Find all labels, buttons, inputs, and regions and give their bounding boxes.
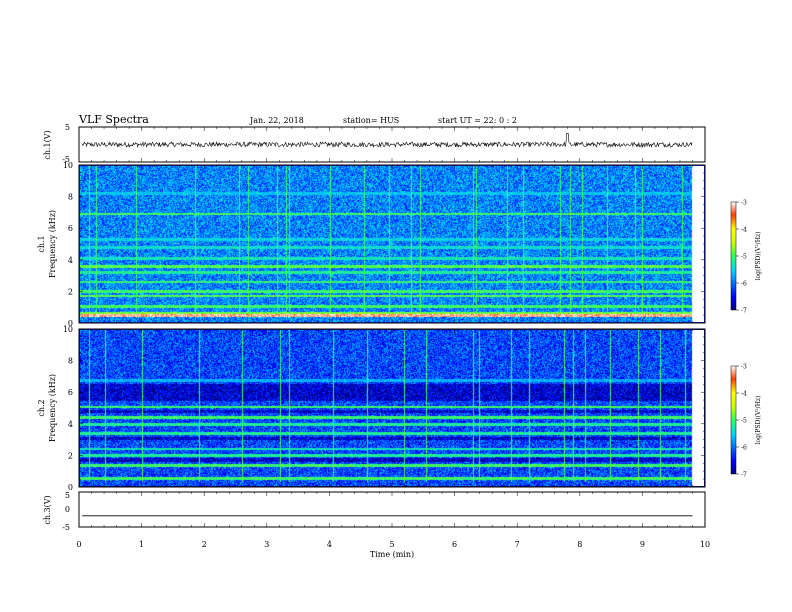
ch3-ytick-bottom: -5 <box>62 523 70 532</box>
ch1-waveform-trace <box>81 133 693 148</box>
colorbar-tick-label: -3 <box>741 200 747 207</box>
freq-tick-label: 6 <box>68 224 73 233</box>
ch1-freq-tick-labels: 0 2 4 6 8 10 <box>63 161 73 328</box>
ch1-colorbar-label: log(PSD)(V²/Hz) <box>755 232 762 281</box>
freq-tick-label: 0 <box>68 483 73 492</box>
time-tick-label: 0 <box>76 540 81 549</box>
ch1-waveform-ticks <box>78 127 706 162</box>
station-label: station= HUS <box>343 116 399 125</box>
ch1-spectrogram-ylabel-freq: Frequency (kHz) <box>48 210 57 278</box>
ch3-ytick-top: 5 <box>65 491 70 500</box>
ch1-waveform-ylabel: ch.1(V) <box>43 130 52 159</box>
ch1-spectrogram-ticks <box>78 164 706 324</box>
freq-tick-label: 0 <box>68 319 73 328</box>
freq-tick-label: 4 <box>68 420 73 429</box>
time-tick-label: 4 <box>327 540 332 549</box>
time-tick-label: 10 <box>700 540 710 549</box>
ch2-freq-tick-labels: 0 2 4 6 8 10 <box>63 325 73 492</box>
ch2-spectrogram-ylabel-freq: Frequency (kHz) <box>48 374 57 442</box>
time-tick-label: 6 <box>452 540 457 549</box>
start-time-label: start UT = 22: 0 : 2 <box>438 116 517 125</box>
colorbar-tick-label: -3 <box>741 364 747 371</box>
time-tick-label: 2 <box>202 540 207 549</box>
time-tick-label: 9 <box>640 540 645 549</box>
freq-tick-label: 10 <box>63 161 73 170</box>
ch2-colorbar: -3 -4 -5 -6 -7 log(PSD)(V²/Hz) <box>730 364 762 479</box>
ch2-spectrogram-ticks <box>78 328 706 488</box>
ch1-colorbar: -3 -4 -5 -6 -7 log(PSD)(V²/Hz) <box>730 200 762 315</box>
ch1-colorbar-ticks: -3 -4 -5 -6 -7 <box>736 200 747 315</box>
freq-tick-label: 8 <box>68 193 73 202</box>
colorbar-tick-label: -7 <box>741 308 747 315</box>
colorbar-tick-label: -5 <box>741 418 747 425</box>
ch3-ytick-mid: 0 <box>65 505 70 514</box>
ch3-waveform-ticks <box>78 492 706 527</box>
ch1-colorbar-gradient <box>730 201 737 311</box>
time-tick-label: 5 <box>389 540 394 549</box>
freq-tick-label: 2 <box>68 451 73 460</box>
ch2-colorbar-gradient <box>730 365 737 475</box>
colorbar-tick-label: -4 <box>741 391 747 398</box>
colorbar-tick-label: -6 <box>741 281 747 288</box>
ch3-waveform-ylabel: ch.3(V) <box>43 495 52 524</box>
figure-title: VLF Spectra <box>78 113 149 126</box>
freq-tick-label: 2 <box>68 287 73 296</box>
freq-tick-label: 4 <box>68 256 73 265</box>
ch2-spectrogram-panel: 0 2 4 6 8 10 ch.2 Frequency (kHz) <box>37 325 706 492</box>
colorbar-tick-label: -7 <box>741 472 747 479</box>
ch2-spectrogram-image <box>80 330 704 486</box>
ch3-waveform-panel: 5 0 -5 ch.3(V) 0 1 2 3 4 5 6 7 8 9 10 Time (min) <box>43 491 710 559</box>
ch1-ytick-top: 5 <box>65 123 70 132</box>
colorbar-tick-label: -4 <box>741 227 747 234</box>
time-tick-label: 1 <box>139 540 144 549</box>
ch2-colorbar-ticks: -3 -4 -5 -6 -7 <box>736 364 747 479</box>
time-tick-label: 3 <box>264 540 269 549</box>
freq-tick-label: 10 <box>63 325 73 334</box>
colorbar-tick-label: -6 <box>741 445 747 452</box>
time-tick-label: 7 <box>515 540 520 549</box>
ch1-waveform-panel: 5 -5 ch.1(V) <box>43 123 706 164</box>
ch1-spectrogram-panel: 0 2 4 6 8 10 ch.1 Frequency (kHz) <box>37 161 706 328</box>
ch1-spectrogram-image <box>80 166 704 322</box>
freq-tick-label: 8 <box>68 357 73 366</box>
ch3-waveform-frame <box>78 491 706 528</box>
freq-tick-label: 6 <box>68 388 73 397</box>
ch1-ytick-bottom: -5 <box>62 155 70 164</box>
ch2-colorbar-label: log(PSD)(V²/Hz) <box>755 396 762 445</box>
time-tick-label: 8 <box>577 540 582 549</box>
time-tick-labels: 0 1 2 3 4 5 6 7 8 9 10 <box>76 540 710 549</box>
ch2-spectrogram-ylabel-channel: ch.2 <box>37 399 46 416</box>
date-label: Jan. 22, 2018 <box>249 116 304 125</box>
colorbar-tick-label: -5 <box>741 254 747 261</box>
time-axis-label: Time (min) <box>370 550 414 559</box>
ch1-spectrogram-ylabel-channel: ch.1 <box>37 235 46 252</box>
